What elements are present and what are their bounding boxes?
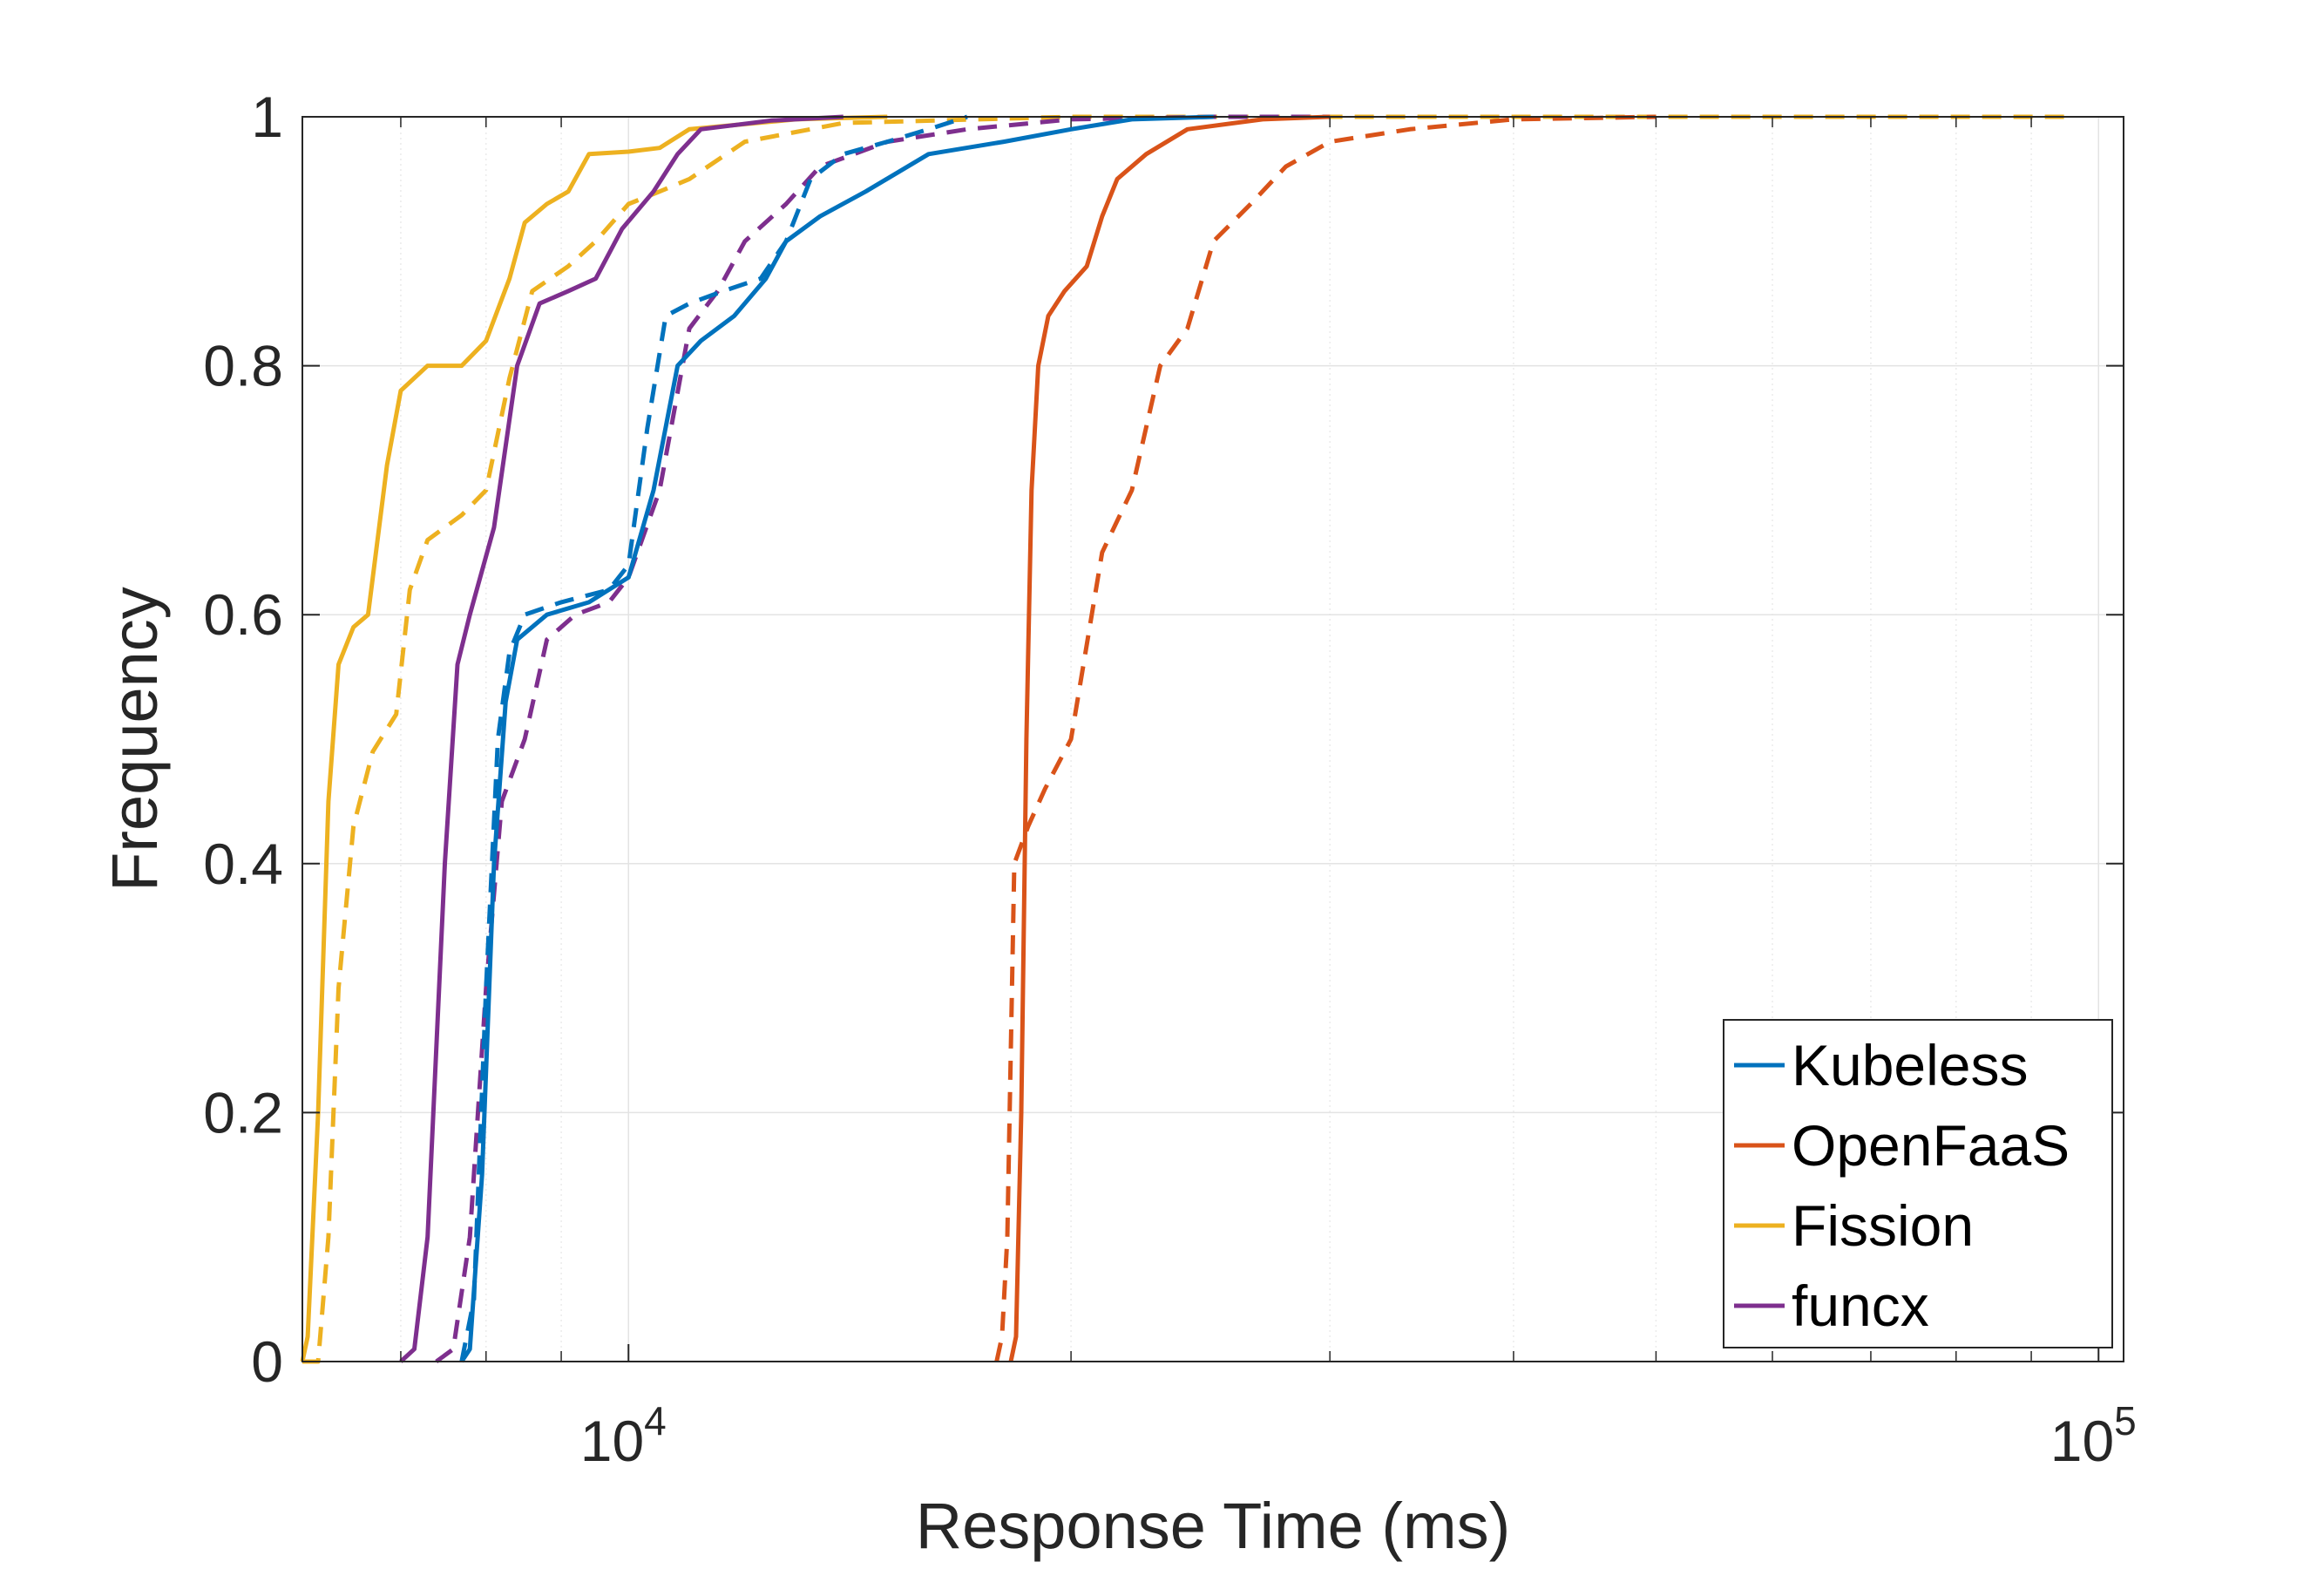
legend-label-kubeless: Kubeless xyxy=(1792,1033,2029,1097)
series-line-fission-dashed xyxy=(302,114,2066,1364)
y-tick-labels: 0 0.2 0.4 0.6 0.8 1 xyxy=(203,85,283,1394)
x-tick-base: 10 xyxy=(580,1409,644,1473)
series-line-openfaas-solid xyxy=(1008,114,1331,1362)
series-line-kubeless-dashed xyxy=(459,114,968,1362)
legend-label-funcx: funcx xyxy=(1792,1274,1929,1338)
series-layer xyxy=(300,114,2066,1364)
series-line-openfaas-dashed xyxy=(994,114,1657,1362)
y-tick-label: 0.4 xyxy=(203,832,283,896)
x-tick-base: 10 xyxy=(2050,1409,2114,1473)
x-tick-label: 105 xyxy=(2050,1398,2137,1473)
legend-box xyxy=(1723,1019,2113,1348)
y-tick-label: 0.6 xyxy=(203,582,283,647)
legend: Kubeless OpenFaaS Fission funcx xyxy=(1723,1019,2113,1348)
y-tick-label: 0 xyxy=(251,1329,283,1394)
y-tick-label: 0.2 xyxy=(203,1080,283,1144)
series-line-fission-solid xyxy=(300,114,888,1362)
series-line-funcx-solid xyxy=(399,114,844,1363)
x-tick-exponent: 4 xyxy=(644,1398,667,1443)
y-axis-title: Frequency xyxy=(98,587,171,892)
legend-label-fission: Fission xyxy=(1792,1193,1974,1258)
x-tick-label: 104 xyxy=(580,1398,667,1473)
y-tick-label: 1 xyxy=(251,85,283,149)
y-tick-label: 0.8 xyxy=(203,334,283,398)
series-line-kubeless-solid xyxy=(459,114,1214,1363)
legend-label-openfaas: OpenFaaS xyxy=(1792,1113,2070,1178)
x-tick-exponent: 5 xyxy=(2114,1398,2137,1443)
x-tick-labels: 104 105 xyxy=(580,1398,2137,1473)
x-axis-title: Response Time (ms) xyxy=(916,1490,1511,1562)
axes-box xyxy=(302,116,2124,1362)
axis-ticks xyxy=(302,116,2124,1362)
